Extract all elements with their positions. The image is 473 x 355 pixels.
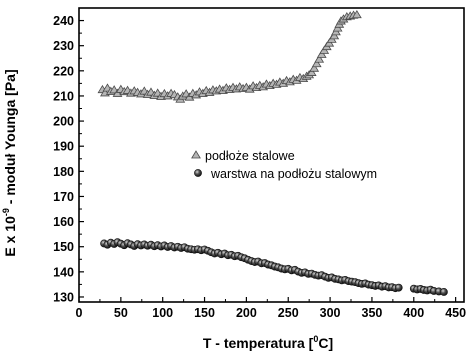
y-tick-label: 200 — [53, 115, 74, 129]
y-tick-label: 150 — [53, 240, 74, 254]
legend: podłoże stalowe warstwa na podłożu stalow… — [191, 149, 377, 181]
triangle-point — [316, 49, 327, 58]
y-axis-title-superscript: -9 — [1, 208, 11, 216]
triangle-point — [351, 10, 362, 19]
series-podloze-stalowe — [97, 10, 362, 103]
triangle-point — [329, 31, 340, 40]
y-axis-title-main: E x 10 — [2, 216, 18, 257]
x-axis-title-end: C] — [318, 335, 333, 351]
legend-triangle-icon — [191, 150, 201, 159]
x-axis-title: T - temperatura [0C] — [203, 334, 333, 351]
circle-point — [394, 283, 403, 292]
y-tick-label: 190 — [53, 140, 74, 154]
x-tick-label: 50 — [114, 306, 128, 320]
x-tick-label: 350 — [362, 306, 383, 320]
legend-label-podloze: podłoże stalowe — [205, 149, 295, 163]
x-tick-label: 200 — [236, 306, 257, 320]
x-tick-label: 0 — [76, 306, 83, 320]
y-tick-label: 170 — [53, 190, 74, 204]
x-tick-label: 100 — [152, 306, 173, 320]
y-tick-label: 230 — [53, 39, 74, 53]
legend-label-warstwa: warstwa na podłożu stalowym — [210, 167, 377, 181]
data-layer — [97, 10, 448, 296]
x-tick-label: 450 — [445, 306, 466, 320]
series-warstwa — [100, 238, 448, 296]
y-tick-label: 140 — [53, 265, 74, 279]
legend-circle-icon — [194, 169, 202, 177]
x-tick-label: 300 — [320, 306, 341, 320]
y-tick-label: 220 — [53, 64, 74, 78]
y-tick-label: 240 — [53, 14, 74, 28]
y-tick-label: 130 — [53, 290, 74, 304]
x-tick-label: 150 — [194, 306, 215, 320]
plot-frame — [78, 7, 465, 303]
triangle-point — [314, 54, 325, 63]
x-tick-label: 400 — [403, 306, 424, 320]
y-tick-label: 160 — [53, 215, 74, 229]
y-axis-title-end: - moduł Younga [Pa] — [2, 69, 18, 208]
y-tick-label: 180 — [53, 165, 74, 179]
y-axis-title: E x 10-9 - moduł Younga [Pa] — [1, 69, 18, 256]
circle-point — [440, 288, 448, 296]
triangle-point — [306, 67, 317, 76]
y-tick-label: 210 — [53, 89, 74, 103]
x-axis-title-superscript: 0 — [313, 334, 318, 344]
x-axis-title-main: T - temperatura [ — [203, 335, 314, 351]
triangle-point — [309, 63, 320, 72]
x-tick-label: 250 — [278, 306, 299, 320]
triangle-point — [311, 59, 322, 68]
ticks-layer: 0 50 100 150 200 250 300 350 400 450 130 140 150 160 1… — [53, 14, 466, 320]
